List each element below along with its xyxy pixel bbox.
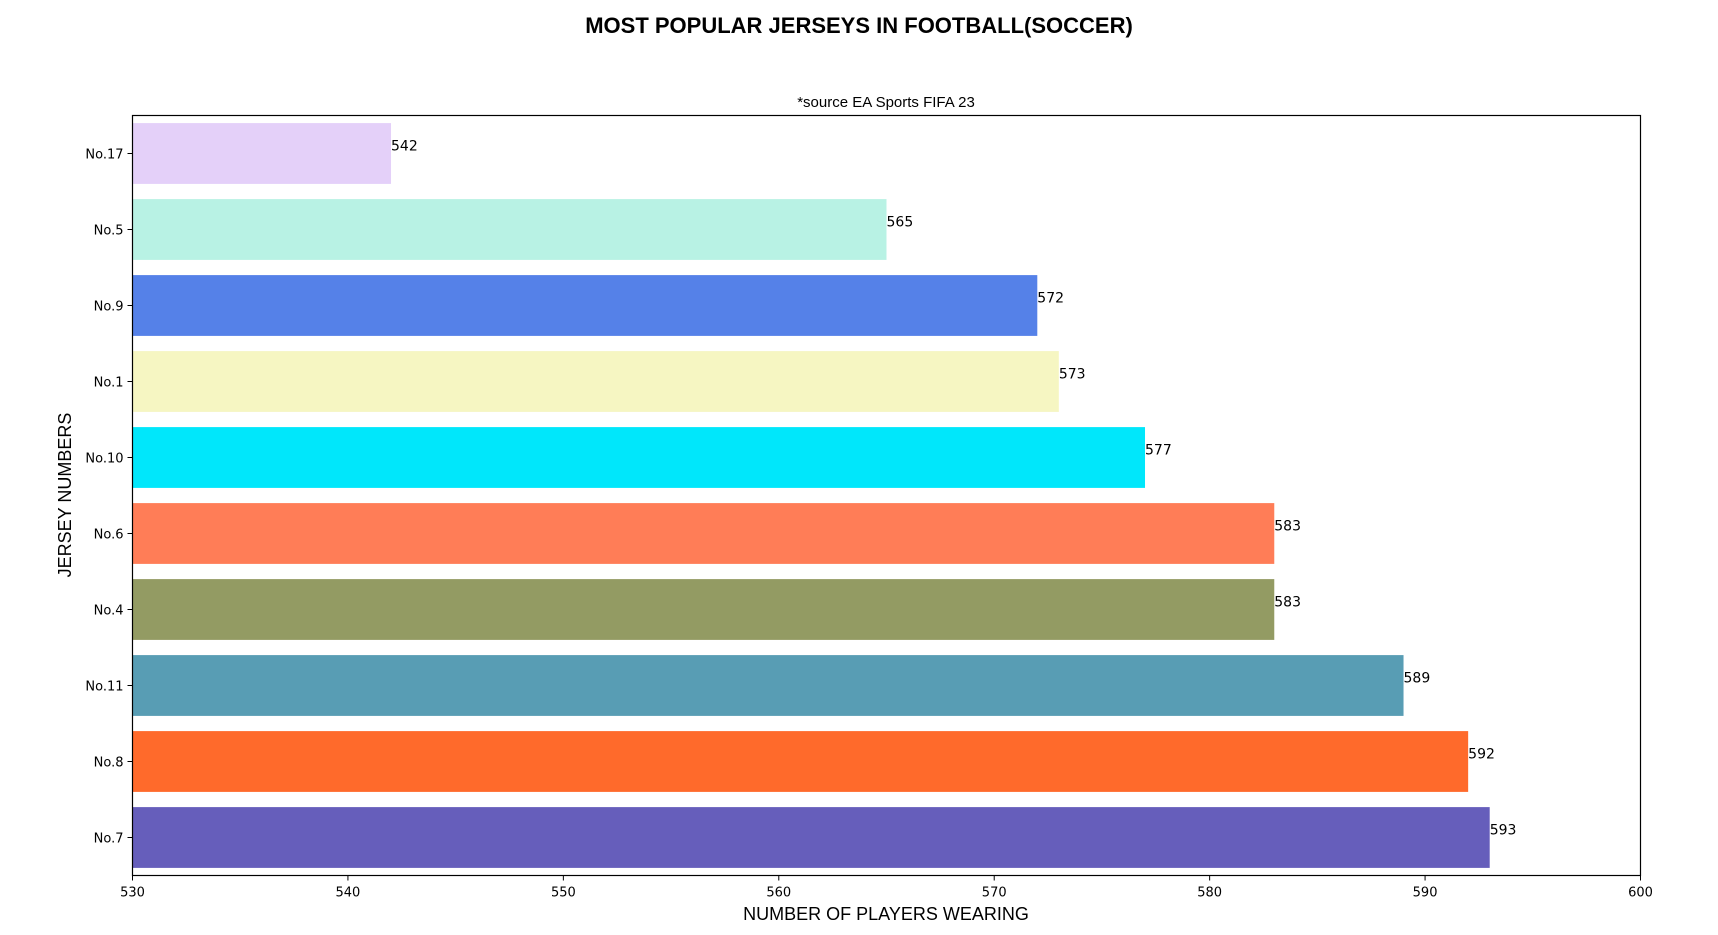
x-tick-label-570: 570 [982, 886, 1007, 901]
data-label-no-4: 583 [1274, 595, 1301, 611]
y-axis-ticks: No.7 No.8 No.11 No.4 No.6 No.10 No.1 No.9 No.5 No… [85, 148, 133, 847]
data-label-no-6: 583 [1274, 519, 1301, 535]
x-tick-label-580: 580 [1197, 886, 1222, 901]
y-tick-label-no-8: No.8 [94, 756, 124, 771]
y-tick-label-no-9: No.9 [94, 300, 124, 315]
data-label-no-7: 593 [1490, 823, 1517, 839]
bar-no-11 [132, 655, 1404, 716]
bar-no-6 [132, 503, 1275, 564]
bar-no-5 [132, 199, 887, 260]
bar-no-9 [132, 275, 1038, 336]
y-tick-label-no-7: No.7 [94, 832, 124, 847]
bar-no-10 [132, 427, 1146, 488]
y-axis-label: JERSEY NUMBERS [55, 413, 75, 578]
x-tick-label-540: 540 [336, 886, 361, 901]
data-labels-layer: 593 592 589 583 583 577 573 572 565 542 [391, 139, 1516, 839]
y-tick-label-no-6: No.6 [94, 528, 124, 543]
y-tick-label-no-5: No.5 [94, 224, 124, 239]
x-tick-label-590: 590 [1413, 886, 1438, 901]
bar-no-8 [132, 731, 1469, 792]
data-label-no-9: 572 [1037, 291, 1064, 307]
chart-subtitle: *source EA Sports FIFA 23 [797, 94, 975, 111]
x-tick-label-550: 550 [551, 886, 576, 901]
x-tick-label-530: 530 [120, 886, 145, 901]
x-axis-ticks: 530 540 550 560 570 580 590 600 [120, 875, 1653, 901]
y-tick-label-no-1: No.1 [94, 376, 124, 391]
data-label-no-11: 589 [1404, 671, 1431, 687]
bars-layer [132, 123, 1490, 868]
data-label-no-8: 592 [1468, 747, 1495, 763]
data-label-no-5: 565 [887, 215, 914, 231]
bar-no-4 [132, 579, 1275, 640]
y-tick-label-no-17: No.17 [85, 148, 123, 163]
bar-no-7 [132, 807, 1490, 868]
bar-no-17 [132, 123, 392, 184]
chart-title: MOST POPULAR JERSEYS IN FOOTBALL(SOCCER) [585, 13, 1133, 38]
y-tick-label-no-10: No.10 [85, 452, 123, 467]
data-label-no-10: 577 [1145, 443, 1172, 459]
y-tick-label-no-4: No.4 [94, 604, 124, 619]
bar-no-1 [132, 351, 1059, 412]
y-tick-label-no-11: No.11 [85, 680, 123, 695]
plot-frame [131, 114, 1642, 877]
x-axis-label: NUMBER OF PLAYERS WEARING [743, 904, 1029, 924]
data-label-no-17: 542 [391, 139, 418, 155]
data-label-no-1: 573 [1059, 367, 1086, 383]
x-tick-label-600: 600 [1628, 886, 1653, 901]
x-tick-label-560: 560 [766, 886, 791, 901]
